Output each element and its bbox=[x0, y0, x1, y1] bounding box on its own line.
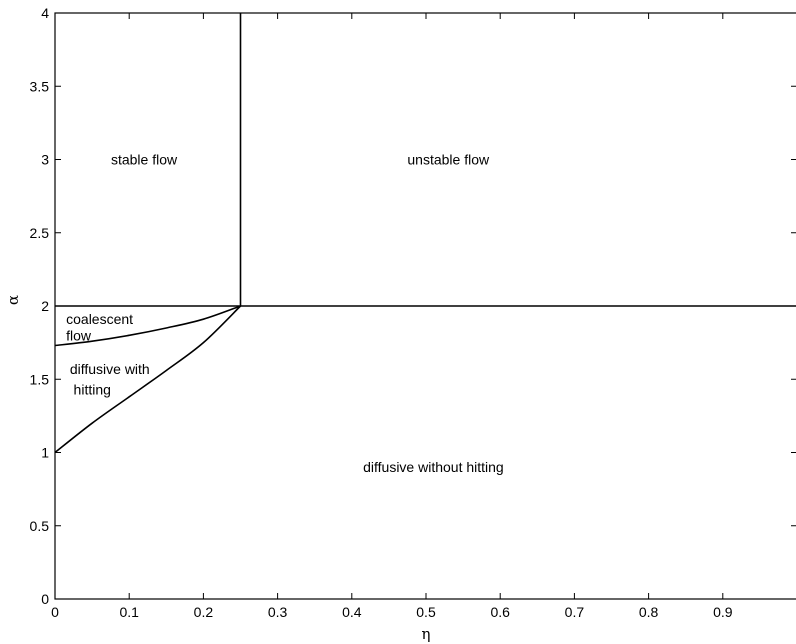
y-tick-label: 1 bbox=[41, 445, 49, 461]
y-tick-label: 4 bbox=[41, 5, 49, 21]
boundary-curve-3 bbox=[54, 305, 241, 347]
boundary-curve-4 bbox=[54, 305, 242, 454]
x-tick-label: 0.7 bbox=[565, 604, 585, 620]
x-tick-label: 0.9 bbox=[713, 604, 733, 620]
boundary-curves bbox=[54, 13, 796, 454]
x-tick-label: 0.3 bbox=[268, 604, 288, 620]
y-tick-label: 3 bbox=[41, 152, 49, 168]
y-tick-labels: 0 0.5 1 1.5 2 2.5 3 3.5 4 bbox=[30, 5, 50, 607]
x-tick-label: 0.2 bbox=[194, 604, 214, 620]
x-tick-label: 0.8 bbox=[639, 604, 659, 620]
y-tick-label: 1.5 bbox=[30, 371, 50, 387]
y-axis-label: α bbox=[4, 295, 22, 305]
region-label: unstable flow bbox=[407, 152, 490, 168]
y-tick-label: 2 bbox=[41, 298, 49, 314]
x-axis-label: η bbox=[422, 625, 431, 643]
region-label: stable flow bbox=[111, 152, 178, 168]
region-label: diffusive without hitting bbox=[363, 459, 504, 475]
y-tick-label: 0.5 bbox=[30, 518, 50, 534]
x-tick-label: 0.4 bbox=[342, 604, 362, 620]
x-tick-label: 0.5 bbox=[416, 604, 436, 620]
x-tick-label: 0.6 bbox=[490, 604, 510, 620]
region-label: flow bbox=[66, 327, 92, 343]
x-tick-labels: 0 0.1 0.2 0.3 0.4 0.5 0.6 0.7 0.8 0.9 bbox=[51, 604, 733, 620]
y-tick-label: 2.5 bbox=[30, 225, 50, 241]
region-label: diffusive with bbox=[70, 361, 150, 377]
y-tick-label: 0 bbox=[41, 591, 49, 607]
region-label: hitting bbox=[74, 382, 111, 398]
x-tick-label: 0 bbox=[51, 604, 59, 620]
y-tick-label: 3.5 bbox=[30, 78, 50, 94]
x-tick-label: 0.1 bbox=[119, 604, 139, 620]
region-label: coalescent bbox=[66, 311, 133, 327]
